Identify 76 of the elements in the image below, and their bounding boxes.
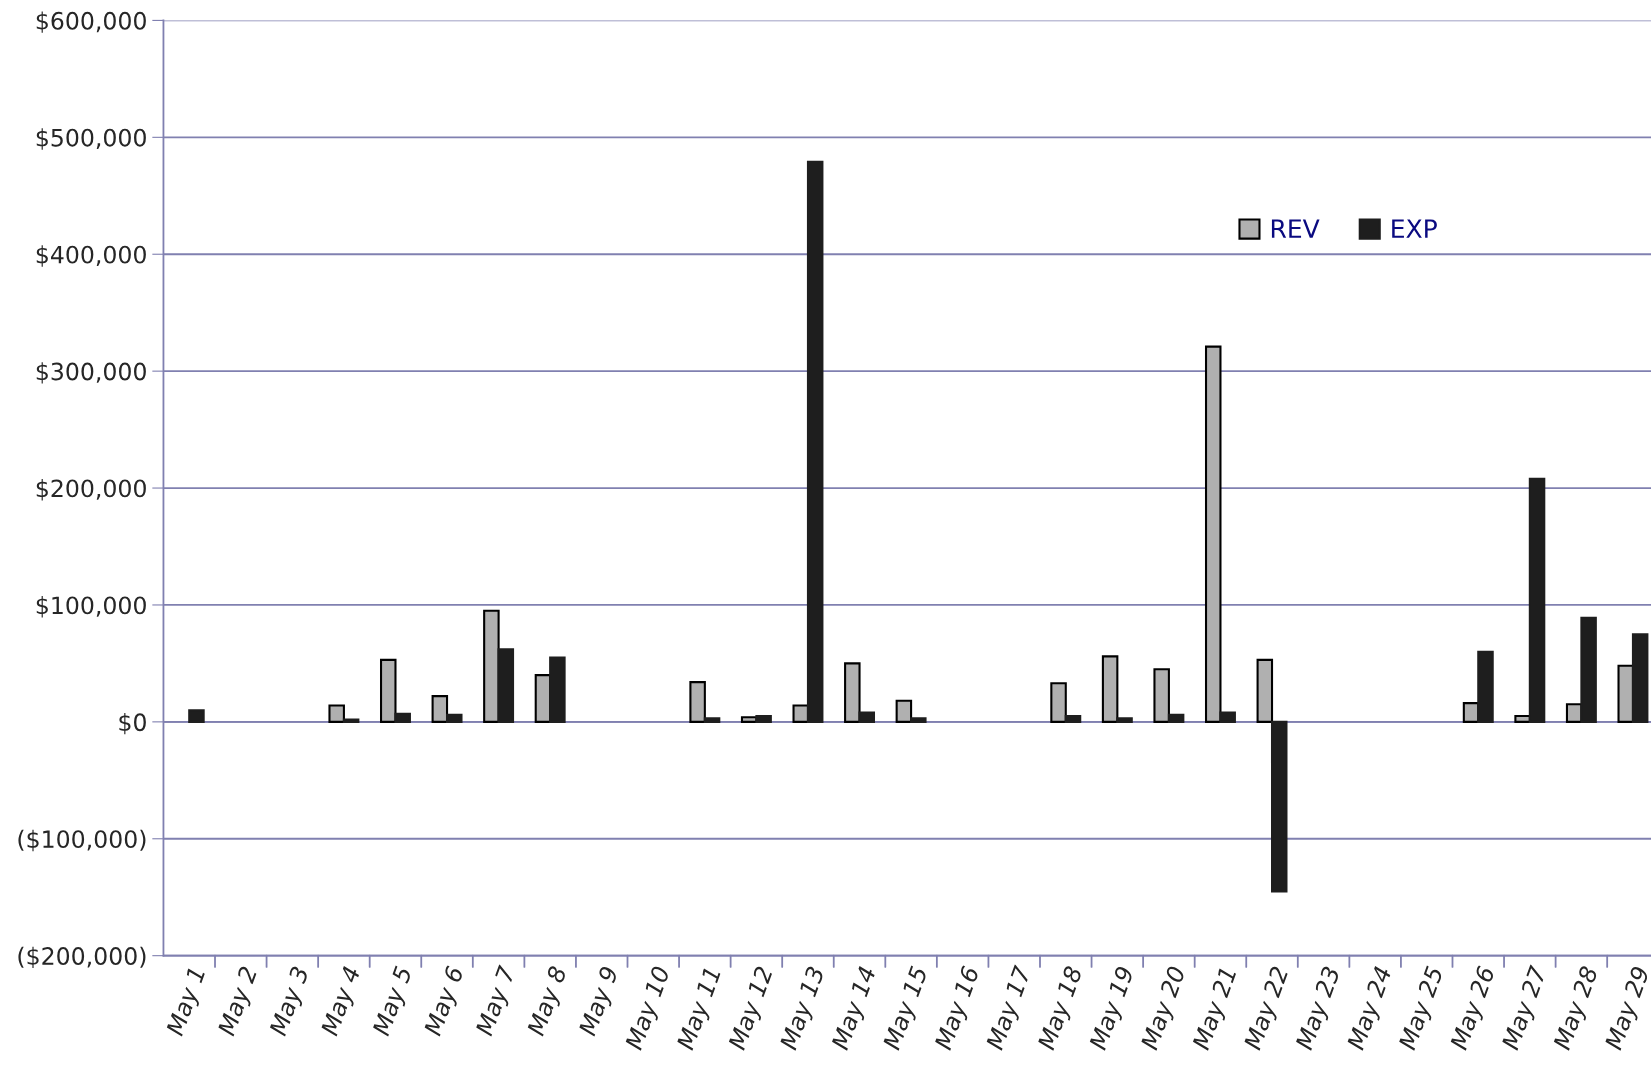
y-tick-label: $100,000 bbox=[36, 595, 146, 618]
bar bbox=[483, 609, 500, 723]
x-tick-label: May 15 bbox=[882, 965, 933, 1053]
x-tick-label: May 5 bbox=[371, 965, 417, 1039]
x-tick-label: May 3 bbox=[268, 965, 314, 1039]
bar bbox=[689, 681, 706, 723]
bar bbox=[1270, 720, 1288, 893]
bar bbox=[1514, 714, 1531, 723]
x-tick-label: May 10 bbox=[624, 965, 675, 1053]
x-tick-label: May 2 bbox=[217, 965, 262, 1039]
bar bbox=[910, 717, 927, 723]
bar bbox=[1477, 650, 1494, 723]
bar bbox=[1631, 633, 1649, 723]
bar bbox=[1101, 655, 1119, 723]
y-tick-label: $0 bbox=[119, 712, 146, 735]
bar bbox=[1617, 664, 1634, 723]
x-tick-label: May 20 bbox=[1139, 965, 1190, 1053]
y-tick-label: ($100,000) bbox=[18, 829, 146, 852]
x-tick-label: May 23 bbox=[1294, 965, 1345, 1053]
y-tick-label: $500,000 bbox=[36, 128, 146, 150]
bar bbox=[858, 711, 876, 723]
x-tick-label: May 9 bbox=[577, 965, 623, 1039]
bar bbox=[792, 704, 810, 723]
bar bbox=[1580, 616, 1597, 723]
x-tick-label: May 1 bbox=[165, 967, 210, 1039]
bar bbox=[1050, 682, 1067, 723]
bar bbox=[1528, 477, 1546, 723]
bar bbox=[1204, 345, 1222, 723]
x-tick-label: May 25 bbox=[1397, 965, 1448, 1053]
y-tick-label: $300,000 bbox=[36, 362, 146, 384]
x-tick-label: May 19 bbox=[1088, 965, 1139, 1053]
legend-label: EXP bbox=[1392, 219, 1437, 238]
y-tick-label: $400,000 bbox=[36, 245, 146, 267]
y-tick-label: ($200,000) bbox=[18, 946, 146, 969]
x-tick-label: May 11 bbox=[676, 967, 726, 1053]
x-tick-label: May 8 bbox=[526, 965, 572, 1039]
x-tick-label: May 26 bbox=[1449, 965, 1500, 1053]
x-tick-label: May 21 bbox=[1191, 967, 1241, 1053]
bar bbox=[1219, 711, 1236, 723]
bar bbox=[740, 716, 758, 723]
bar bbox=[895, 699, 913, 723]
x-tick-label: May 7 bbox=[475, 964, 520, 1039]
x-tick-label: May 29 bbox=[1604, 965, 1651, 1053]
legend-label: REV bbox=[1271, 219, 1320, 238]
x-tick-label: May 22 bbox=[1243, 965, 1293, 1053]
x-tick-label: May 4 bbox=[320, 965, 365, 1039]
x-tick-label: May 17 bbox=[985, 964, 1036, 1053]
bar bbox=[1167, 713, 1185, 723]
x-tick-label: May 24 bbox=[1346, 965, 1397, 1053]
bar bbox=[446, 713, 463, 723]
x-tick-label: May 28 bbox=[1552, 965, 1603, 1053]
bar bbox=[497, 648, 515, 723]
bar bbox=[328, 704, 345, 723]
bar bbox=[431, 695, 449, 723]
bar bbox=[380, 658, 397, 723]
x-tick-label: May 27 bbox=[1500, 964, 1552, 1053]
y-tick-label: $200,000 bbox=[36, 479, 146, 501]
bar bbox=[806, 160, 824, 723]
bar bbox=[188, 709, 205, 723]
x-tick-label: May 16 bbox=[933, 965, 984, 1053]
bar bbox=[844, 662, 861, 723]
bar bbox=[394, 712, 411, 723]
bar bbox=[1256, 658, 1274, 723]
bar bbox=[342, 718, 360, 723]
bar bbox=[755, 714, 772, 723]
bar bbox=[1064, 714, 1082, 723]
bar bbox=[1153, 668, 1170, 723]
x-tick-label: May 6 bbox=[423, 965, 469, 1039]
x-tick-label: May 13 bbox=[779, 965, 829, 1053]
x-tick-label: May 18 bbox=[1036, 965, 1087, 1053]
x-tick-label: May 12 bbox=[727, 965, 778, 1053]
x-tick-label: May 14 bbox=[830, 965, 881, 1053]
bar bbox=[549, 656, 566, 723]
bar bbox=[703, 717, 721, 723]
bar bbox=[1116, 717, 1133, 723]
y-tick-label: $600,000 bbox=[36, 11, 146, 33]
